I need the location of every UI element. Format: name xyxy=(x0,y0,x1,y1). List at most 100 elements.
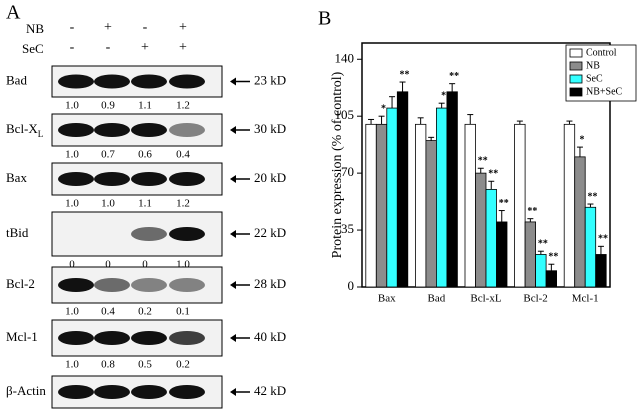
y-tick-label: 140 xyxy=(335,50,355,65)
band-ratio: 0 xyxy=(69,259,75,271)
blot-label: tBid xyxy=(6,225,29,240)
y-tick-label: 70 xyxy=(341,164,354,179)
arrow-head xyxy=(230,230,236,238)
bar xyxy=(545,270,557,288)
blot-band xyxy=(131,172,167,186)
x-tick-label: Bad xyxy=(428,293,446,305)
band-ratio: 0.4 xyxy=(176,149,190,161)
significance-mark: ** xyxy=(587,191,597,202)
blot-band xyxy=(94,331,130,345)
legend-label: SeC xyxy=(586,73,603,84)
significance-mark: * xyxy=(441,90,446,101)
blot-label: Bcl-2 xyxy=(6,276,35,291)
blot-band xyxy=(169,331,205,345)
blot-name: tBid xyxy=(6,225,29,240)
significance-mark: * xyxy=(579,134,584,145)
blot-subscript: L xyxy=(38,129,44,139)
significance-mark: ** xyxy=(449,71,459,82)
condition-sign: + xyxy=(141,40,149,55)
blot-band xyxy=(58,278,94,292)
band-ratio: 0.2 xyxy=(176,359,190,371)
band-ratio: 0.4 xyxy=(101,306,115,318)
blot-label: β-Actin xyxy=(6,383,46,398)
blot-band xyxy=(169,123,205,137)
condition-sign: - xyxy=(143,20,148,35)
blot-label: Bax xyxy=(6,170,27,185)
bar xyxy=(475,172,487,288)
band-size: 20 kD xyxy=(254,170,286,185)
condition-sign: - xyxy=(106,40,111,55)
band-ratio: 1.0 xyxy=(65,198,79,210)
condition-sign: - xyxy=(70,40,75,55)
y-tick-label: 35 xyxy=(341,221,354,236)
band-ratio: 0.9 xyxy=(101,100,115,112)
significance-mark: * xyxy=(381,103,386,114)
band-size: 28 kD xyxy=(254,276,286,291)
band-ratio: 1.0 xyxy=(101,198,115,210)
condition-sign: + xyxy=(104,20,112,35)
bar xyxy=(396,91,409,288)
legend-swatch xyxy=(569,48,583,58)
significance-mark: ** xyxy=(488,169,498,180)
significance-mark: ** xyxy=(548,252,558,263)
blot-band xyxy=(94,74,130,89)
significance-mark: ** xyxy=(527,206,537,217)
arrow-head xyxy=(230,77,236,86)
bar xyxy=(563,123,576,288)
blot-name: Bcl-2 xyxy=(6,276,35,291)
bar xyxy=(595,254,607,288)
band-ratio: 0.1 xyxy=(176,306,190,318)
bar xyxy=(414,123,427,288)
blot-band xyxy=(169,385,205,399)
significance-mark: ** xyxy=(499,198,509,209)
blot-band xyxy=(131,123,167,137)
band-ratio: 0 xyxy=(105,259,111,271)
blot-band xyxy=(169,74,205,89)
significance-mark: ** xyxy=(598,234,608,245)
band-ratio: 1.0 xyxy=(65,359,79,371)
bar xyxy=(425,140,437,288)
arrow-head xyxy=(230,388,236,396)
arrow-head xyxy=(230,281,236,289)
condition-sign: - xyxy=(70,20,75,35)
bar xyxy=(524,221,536,288)
arrow-head xyxy=(230,334,236,342)
blot-band xyxy=(94,172,130,186)
blot-band xyxy=(58,74,94,89)
blot-name: Bax xyxy=(6,170,27,185)
y-axis-label: Protein expression (% of control) xyxy=(330,71,345,258)
blot-band xyxy=(169,172,205,186)
blot-name: Mcl-1 xyxy=(6,329,38,344)
arrow-head xyxy=(230,175,236,183)
band-ratio: 1.0 xyxy=(65,306,79,318)
legend-swatch xyxy=(569,74,583,84)
blot-band xyxy=(58,331,94,345)
x-tick-label: Bax xyxy=(378,293,396,305)
legend-label: NB+SeC xyxy=(586,86,623,97)
legend-label: Control xyxy=(586,47,617,58)
blot-band xyxy=(169,227,205,241)
blot-band xyxy=(131,385,167,399)
band-ratio: 0.7 xyxy=(101,149,115,161)
band-size: 22 kD xyxy=(254,225,286,240)
band-ratio: 0.2 xyxy=(138,306,152,318)
band-ratio: 0.6 xyxy=(138,149,152,161)
band-size: 42 kD xyxy=(254,383,286,398)
band-size: 40 kD xyxy=(254,329,286,344)
blot-label: Bad xyxy=(6,72,27,87)
significance-mark: ** xyxy=(538,239,548,250)
blot-name: β-Actin xyxy=(6,383,46,398)
blot-band xyxy=(131,331,167,345)
bar xyxy=(485,188,497,288)
band-ratio: 1.0 xyxy=(65,100,79,112)
bar xyxy=(435,107,448,288)
blot-band xyxy=(131,227,167,241)
blot-band xyxy=(131,74,167,89)
significance-mark: ** xyxy=(478,156,488,167)
band-ratio: 1.2 xyxy=(176,100,190,112)
band-ratio: 1.2 xyxy=(176,198,190,210)
arrow-head xyxy=(230,126,236,134)
bar xyxy=(375,123,388,288)
y-tick-label: 0 xyxy=(348,278,355,293)
bar xyxy=(574,156,586,288)
